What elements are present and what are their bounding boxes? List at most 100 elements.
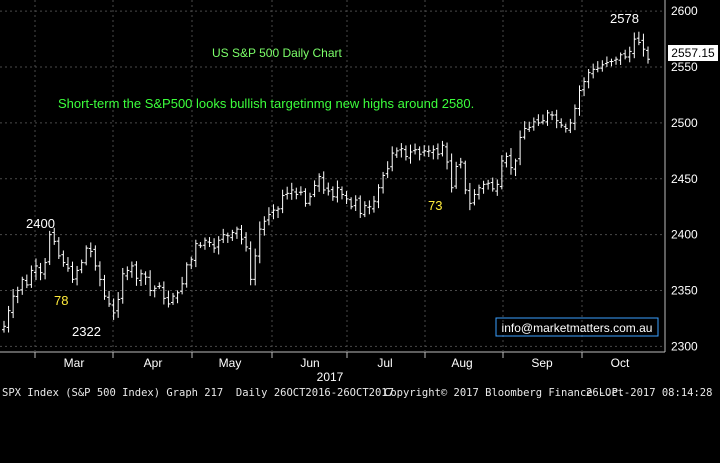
ohlc-bar [139,269,144,286]
year-label: 2017 [317,370,344,383]
ohlc-bar [367,200,372,215]
ohlc-bar [65,257,70,272]
ohlc-bar [563,123,568,133]
ohlc-bar [202,237,207,250]
ohlc-bar [399,143,404,158]
ohlc-bar [545,109,550,126]
ohlc-bar [234,226,239,239]
x-tick-label: Sep [531,356,553,370]
contact-box [495,317,659,337]
ohlc-bar [646,46,650,64]
x-tick-label: Jun [300,356,319,370]
x-tick-label: Aug [451,356,472,370]
ohlc-bar [212,238,217,253]
ohlc-bar [175,290,180,304]
ohlc-bar [116,292,121,318]
contact-email[interactable]: info@marketmatters.com.au [502,321,653,335]
ohlc-bar [335,180,340,203]
ohlc-bar [531,117,536,131]
ohlc-bar [422,145,427,157]
annotation-73: 73 [428,198,442,213]
ohlc-bar [458,157,463,169]
ohlc-bar [403,145,408,161]
ohlc-bar [522,121,527,140]
footer-center: Copyright© 2017 Bloomberg Finance L.P. [384,387,625,399]
ohlc-bar [627,46,632,63]
ohlc-bar [431,145,436,160]
y-tick-label: 2300 [671,339,698,353]
footer: SPX Index (S&P 500 Index) Graph 217 Dail… [0,383,720,403]
y-axis-labels: 2300 2350 2400 2450 2500 2550 2600 [671,4,698,353]
ohlc-bar [604,56,609,67]
ohlc-bar [56,237,61,259]
ohlc-bar [390,146,395,172]
ohlc-bar [102,274,107,300]
ohlc-bar [221,228,226,244]
ohlc-bar [88,242,93,258]
ohlc-bar [152,285,157,298]
ohlc-bar [582,77,587,97]
ohlc-bar [20,276,25,295]
ohlc-bar [504,152,509,168]
ohlc-bar [559,118,564,128]
ohlc-bar [276,206,281,219]
ohlc-bar [111,298,116,320]
ohlc-bar [11,288,16,319]
ohlc-bar [280,189,285,214]
ohlc-bar [618,52,623,65]
footer-right: 26-Oct-2017 08:14:28 [586,387,713,399]
ohlc-bar [125,266,130,281]
ohlc-bar [230,229,235,241]
ohlc-bar [481,180,486,194]
ohlc-bar [289,182,294,200]
footer-left: SPX Index (S&P 500 Index) Graph 217 Dail… [2,387,394,399]
y-tick-label: 2500 [671,116,698,130]
ohlc-bar [349,197,354,210]
ohlc-bar [43,258,48,280]
ohlc-bar [93,245,98,271]
ohlc-bar [312,180,317,198]
ohlc-bar [513,158,518,177]
ohlc-bar [52,227,57,245]
ohlc-bar [577,85,582,116]
ohlc-bar [499,155,504,190]
ohlc-bar [408,144,413,164]
ohlc-bar [641,33,646,57]
ohlc-bar [266,207,271,226]
ohlc-bar [70,261,75,283]
ohlc-bar [253,248,258,286]
ohlc-bar [495,179,500,196]
ohlc-bar [527,121,532,132]
ohlc-bar [33,258,38,281]
ohlc-bar [2,320,6,333]
ohlc-bar [143,271,148,285]
ohlc-bar [554,109,559,129]
ohlc-bar [38,262,43,281]
ohlc-bar [321,171,326,194]
ohlc-bar [477,184,482,200]
ohlc-bar [595,61,600,73]
ohlc-bar [271,204,276,220]
ohlc-bar [394,147,399,158]
ohlc-bar [47,230,52,266]
ohlc-bar [376,184,381,209]
ohlc-bar [449,153,454,193]
ohlc-bar [550,111,555,121]
ohlc-bar [358,195,363,218]
ohlc-bar [445,142,450,170]
ohlc-bar [262,216,267,236]
ohlc-bar [463,160,468,195]
ohlc-bar [198,242,203,249]
ohlc-bar [385,161,390,179]
ohlc-bar [61,250,66,267]
ohlc-bar [326,182,331,196]
ohlc-bar [225,232,230,243]
ohlc-bar [435,143,440,160]
last-price-label: 2557.15 [671,46,715,60]
ohlc-bar [540,114,545,125]
ohlc-bar [244,232,249,252]
chart-title: US S&P 500 Daily Chart [212,46,343,60]
ohlc-bar [591,63,596,79]
ohlc-bar [339,186,344,200]
ohlc-bar [518,130,523,166]
